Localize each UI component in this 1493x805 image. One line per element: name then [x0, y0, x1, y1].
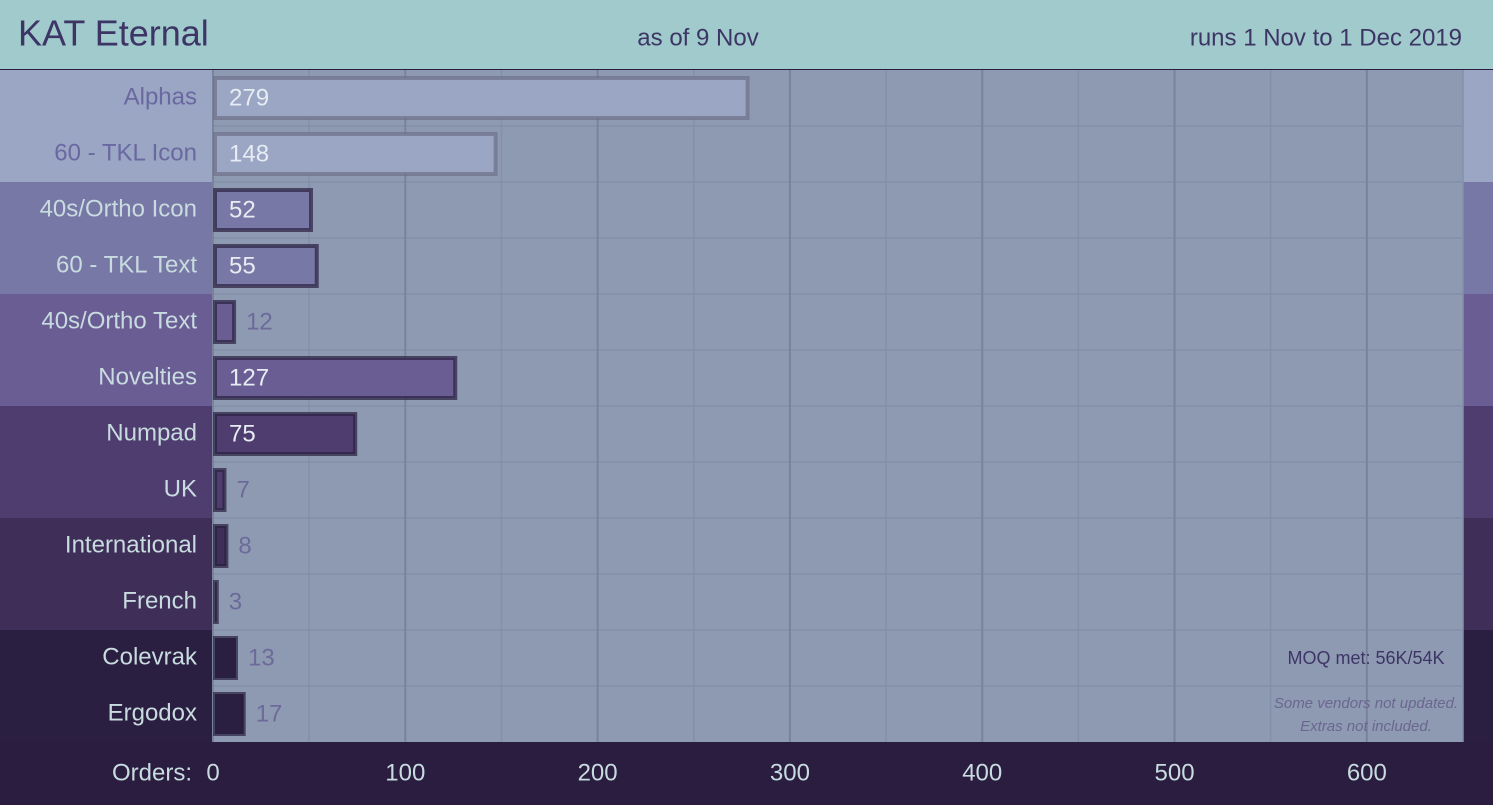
row-band	[0, 518, 213, 574]
row-band	[1463, 574, 1493, 630]
chart-title: KAT Eternal	[18, 13, 209, 54]
y-tick-label: Alphas	[124, 83, 197, 110]
row-band	[0, 182, 213, 238]
row-band	[1463, 126, 1493, 182]
y-tick-label: Novelties	[98, 363, 197, 390]
x-tick-label: 0	[206, 759, 219, 786]
row-band	[1463, 406, 1493, 462]
value-label: 8	[238, 532, 251, 559]
y-tick-label: French	[122, 587, 197, 614]
row-band	[1463, 630, 1493, 686]
value-label: 279	[229, 84, 269, 111]
footnote: Some vendors not updated.	[1274, 695, 1458, 712]
row-band	[1463, 238, 1493, 294]
bar	[213, 76, 750, 120]
x-tick-label: 200	[578, 759, 618, 786]
x-tick-label: 300	[770, 759, 810, 786]
row-band	[0, 406, 213, 462]
x-axis-label: Orders:	[112, 759, 192, 786]
bar	[213, 244, 319, 288]
row-band	[1463, 350, 1493, 406]
bar	[213, 468, 227, 512]
x-tick-label: 500	[1155, 759, 1195, 786]
bar	[213, 188, 313, 232]
x-tick-label: 100	[385, 759, 425, 786]
subtitle: as of 9 Nov	[637, 24, 758, 51]
bar	[213, 524, 229, 568]
moq-note: MOQ met: 56K/54K	[1287, 648, 1444, 668]
bar	[213, 692, 246, 736]
value-label: 3	[229, 588, 242, 615]
value-label: 148	[229, 140, 269, 167]
y-tick-label: UK	[164, 475, 197, 502]
value-label: 7	[236, 476, 249, 503]
x-tick-label: 600	[1347, 759, 1387, 786]
y-tick-label: Colevrak	[102, 643, 198, 670]
y-tick-label: 40s/Ortho Text	[41, 307, 197, 334]
row-band	[1463, 686, 1493, 742]
row-band	[1463, 518, 1493, 574]
x-tick-label: 400	[962, 759, 1002, 786]
row-band	[0, 686, 213, 742]
row-band	[0, 294, 213, 350]
row-band	[0, 574, 213, 630]
row-band	[0, 70, 213, 126]
bar	[213, 580, 219, 624]
y-tick-label: International	[65, 531, 197, 558]
row-band	[1463, 182, 1493, 238]
y-tick-label: Ergodox	[108, 699, 197, 726]
bar	[213, 636, 238, 680]
row-band	[1463, 70, 1493, 126]
row-band	[0, 350, 213, 406]
value-label: 55	[229, 252, 256, 279]
date-range: runs 1 Nov to 1 Dec 2019	[1190, 24, 1462, 51]
y-tick-label: Numpad	[106, 419, 197, 446]
footnote: Extras not included.	[1300, 718, 1432, 735]
bar	[213, 132, 498, 176]
value-label: 13	[248, 644, 275, 671]
value-label: 127	[229, 364, 269, 391]
row-band	[1463, 462, 1493, 518]
value-label: 75	[229, 420, 256, 447]
row-band	[1463, 294, 1493, 350]
y-tick-label: 60 - TKL Text	[56, 251, 197, 278]
header	[0, 0, 1493, 69]
row-band	[0, 126, 213, 182]
row-band	[0, 630, 213, 686]
y-tick-label: 60 - TKL Icon	[54, 139, 197, 166]
bar	[213, 356, 458, 400]
axis-band	[0, 742, 1493, 805]
bar	[213, 412, 358, 456]
row-band	[0, 462, 213, 518]
y-tick-label: 40s/Ortho Icon	[40, 195, 197, 222]
value-label: 17	[256, 700, 283, 727]
bar	[213, 300, 237, 344]
value-label: 52	[229, 196, 256, 223]
value-label: 12	[246, 308, 273, 335]
row-band	[0, 238, 213, 294]
